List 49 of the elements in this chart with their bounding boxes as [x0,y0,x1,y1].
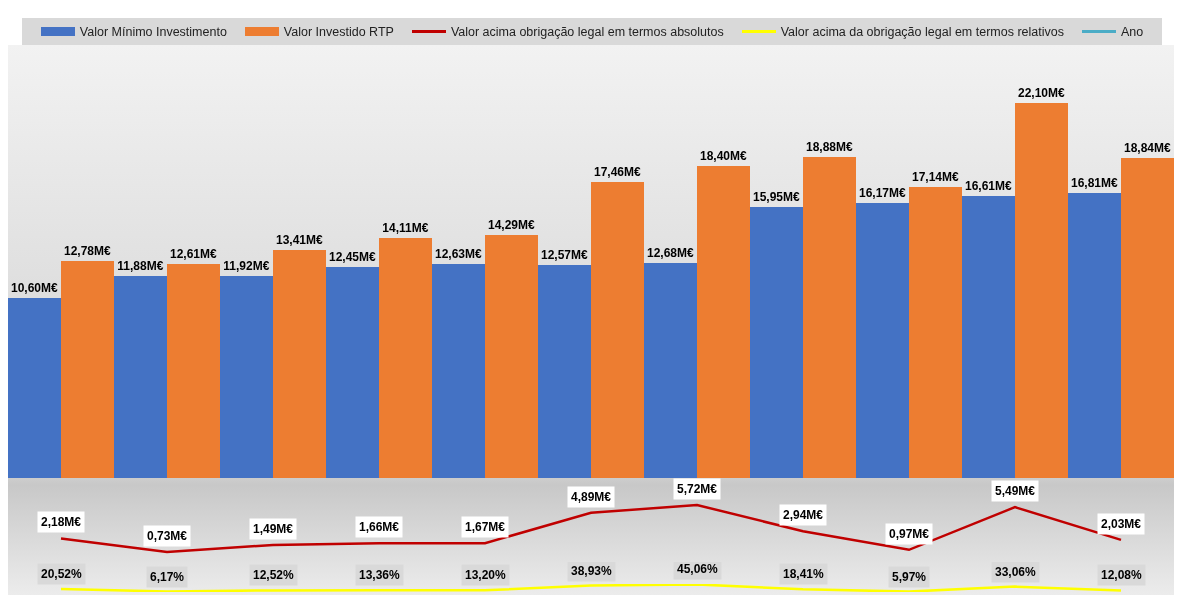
data-label: 1,67M€ [465,520,506,534]
data-label: 12,45M€ [328,249,377,264]
data-label: 5,72M€ [677,482,718,496]
data-label: 5,49M€ [995,484,1036,498]
data-label: 16,17M€ [858,186,907,201]
data-label: 13,20% [465,568,507,582]
data-label: 17,46M€ [593,164,642,179]
data-label: 12,52% [253,568,295,582]
data-label: 0,97M€ [889,527,930,541]
data-label: 1,49M€ [253,522,294,536]
data-label: 10,60M€ [10,281,59,296]
data-label: 12,78M€ [63,243,112,258]
data-label: 1,66M€ [359,520,400,534]
data-label: 12,61M€ [169,246,218,261]
data-label: 6,17% [150,570,185,584]
data-label: 20,52% [41,567,83,581]
data-label: 18,88M€ [805,140,854,155]
legend-label: Valor acima da obrigação legal em termos relativos [780,24,1064,39]
data-label: 18,40M€ [699,148,748,163]
data-label: 13,36% [359,568,401,582]
data-label: 17,14M€ [911,169,960,184]
data-label: 18,84M€ [1123,141,1172,156]
data-label: 11,88M€ [117,259,164,274]
data-label: 14,11M€ [382,221,429,236]
data-label: 12,68M€ [646,245,695,260]
data-label: 22,10M€ [1017,85,1066,100]
data-label: 5,97% [892,570,927,584]
data-label: 14,29M€ [487,218,536,233]
data-label: 13,41M€ [275,233,324,248]
data-label: 2,03M€ [1101,517,1142,531]
data-label: 12,08% [1101,568,1143,582]
data-label: 16,61M€ [964,178,1013,193]
data-label: 4,89M€ [571,490,612,504]
data-label: 11,92M€ [223,258,270,273]
data-label: 15,95M€ [752,190,801,205]
data-label: 45,06% [677,562,719,576]
data-label: 16,81M€ [1070,175,1119,190]
data-label: 33,06% [995,565,1037,579]
data-label: 18,41% [783,567,825,581]
data-label: 2,18M€ [41,515,82,529]
legend-label: Valor Investido RTP [283,24,394,39]
legend-label: Valor acima obrigação legal em termos absolutos [450,24,724,39]
data-label: 2,94M€ [783,508,824,522]
data-label: 38,93% [571,564,613,578]
legend-label: Ano [1120,24,1144,39]
data-label: 12,63M€ [434,246,483,261]
legend-label: Valor Mínimo Investimento [79,24,227,39]
data-label: 12,57M€ [540,247,589,262]
data-label: 0,73M€ [147,529,188,543]
